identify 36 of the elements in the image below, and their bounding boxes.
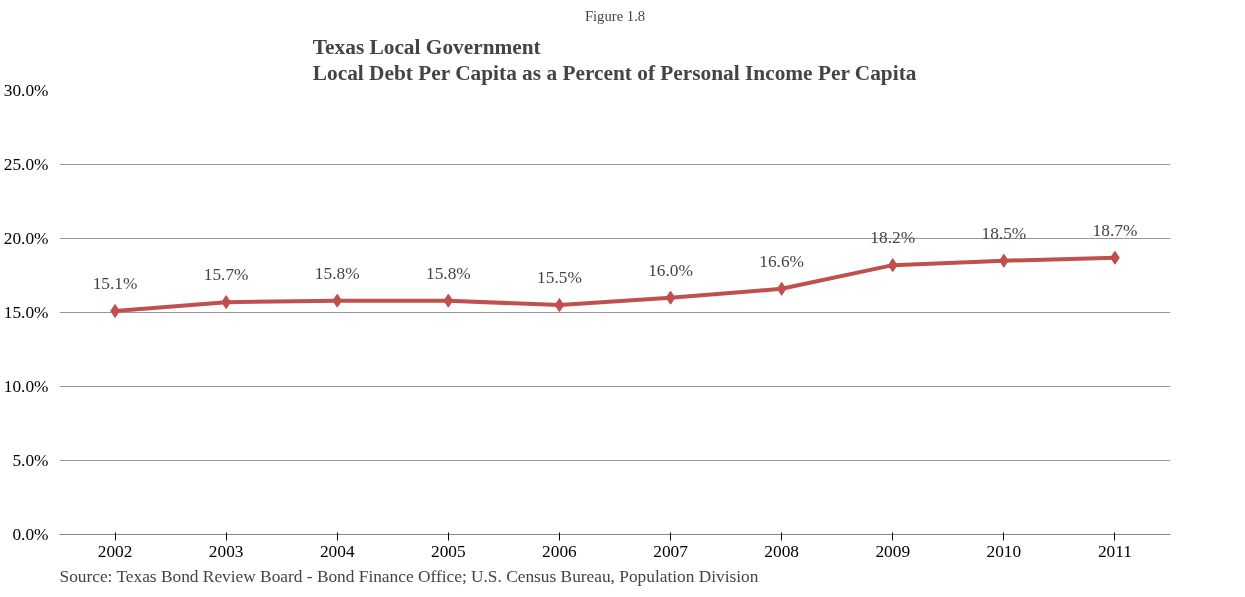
data-label: 15.8% — [314, 263, 360, 283]
x-tick-label: 2007 — [653, 541, 689, 561]
x-tick-label: 2008 — [764, 541, 799, 561]
y-tick-label: 15.0% — [3, 303, 49, 322]
data-label: 15.1% — [92, 274, 138, 294]
x-tick-label: 2004 — [319, 541, 355, 561]
point — [887, 258, 898, 273]
data-label: 16.0% — [648, 260, 693, 280]
data-label: 15.8% — [425, 263, 471, 283]
y-tick-label: 25.0% — [3, 155, 49, 174]
point — [443, 293, 454, 308]
y-tick-label: 5.0% — [12, 451, 49, 470]
x-tick-label: 2011 — [1097, 541, 1132, 561]
y-tick-label: 20.0% — [3, 229, 49, 248]
data-label: 15.7% — [203, 265, 249, 285]
x-tick-label: 2010 — [986, 541, 1022, 561]
y-tick-label: 0.0% — [12, 525, 49, 544]
data-label: 16.6% — [759, 251, 805, 271]
data-label: 15.5% — [537, 268, 582, 288]
x-tick-label: 2005 — [431, 541, 466, 561]
x-tick-label: 2002 — [97, 541, 133, 561]
x-tick-label: 2003 — [208, 541, 244, 561]
x-tick-label: 2009 — [875, 541, 911, 561]
point — [554, 298, 565, 313]
chart-subtitle: Figure 1.8 — [584, 7, 646, 24]
y-tick-label: 10.0% — [3, 377, 49, 396]
point — [776, 281, 787, 296]
chart-title: Texas Local Government Local Debt Per Capita as a Percent of Personal Income Per Capita — [312, 35, 917, 86]
data-label: 18.5% — [981, 223, 1027, 243]
data-label: 18.2% — [870, 228, 916, 248]
source-note: Source: Texas Bond Review Board - Bond Finance Office; U.S. Census Bureau, Population Division — [59, 566, 759, 586]
y-tick-label: 30.0% — [3, 81, 49, 100]
data-label: 18.7% — [1092, 220, 1138, 240]
point — [332, 293, 343, 308]
x-tick-label: 2006 — [542, 541, 578, 561]
point — [665, 290, 676, 305]
